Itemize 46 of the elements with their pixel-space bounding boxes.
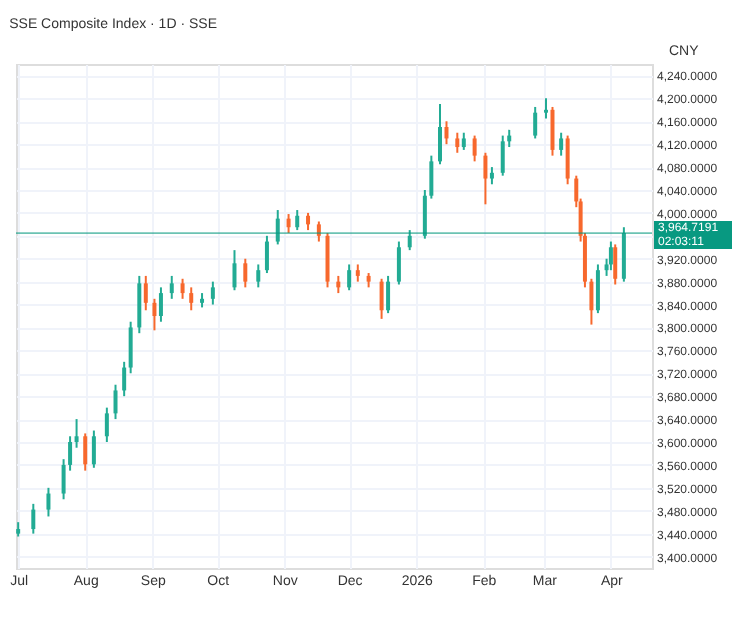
candlestick [232,249,237,292]
candlestick [533,105,538,140]
candlestick [243,257,248,289]
candlestick [386,274,391,315]
candlestick [91,429,96,469]
candlestick [210,280,215,306]
candlestick [550,105,555,157]
candlestick [500,134,505,177]
candlestick [608,240,613,272]
candlestick [295,209,300,232]
candlestick [286,213,291,234]
candlestick [472,134,477,163]
candlestick [264,234,269,275]
candlestick [613,243,618,286]
candlestick [438,103,442,166]
candlestick [189,286,194,312]
candlestick [483,151,488,206]
candlestick [158,286,163,323]
candlestick [128,320,133,375]
candlestick [137,274,142,335]
candlestick [444,120,449,146]
candlestick [396,240,401,286]
candlestick [565,134,570,186]
candlestick [559,131,564,157]
candlestick [379,277,384,320]
candlestick [325,231,330,289]
candlestick [256,263,261,289]
candlestick [455,131,460,154]
candlestick [544,97,548,120]
candlestick [46,486,51,518]
candlestick [113,383,118,421]
candlestick [152,297,157,332]
candlestick [104,406,109,443]
candlestick [169,274,174,300]
candlestick [621,226,626,283]
candlestick [407,229,412,252]
candlestick [143,274,148,312]
candlestick [316,220,321,243]
candlestick [74,418,79,449]
candlestick [83,432,88,472]
candlestick [275,209,280,246]
candlestick [122,360,127,398]
candlestick [180,277,185,300]
candlestick [595,263,600,315]
candlestick [31,502,36,535]
candlestick [347,263,352,292]
